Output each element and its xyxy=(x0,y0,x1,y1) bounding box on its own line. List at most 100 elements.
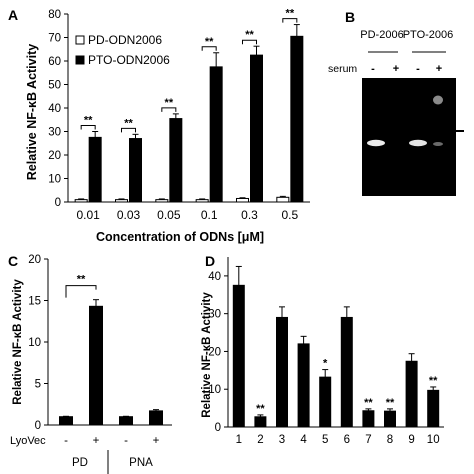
panel-a-x-tick-label: 0.5 xyxy=(281,208,298,222)
panel-a-pd-odn2006-bar xyxy=(115,199,128,203)
panel-c-y-tick-label: 0 xyxy=(35,420,41,432)
panel-a-pd-odn2006-bar xyxy=(195,199,209,203)
panel-a-legend: PD-ODN2006 PTO-ODN2006 xyxy=(75,33,170,67)
panel-d-significance-marker: ** xyxy=(429,375,438,387)
panel-a-significance-bracket xyxy=(242,39,257,45)
panel-d-y-tick-label: 40 xyxy=(208,271,221,283)
panel-d-significance-marker: * xyxy=(323,358,328,370)
panel-a-y-tick-label: 80 xyxy=(48,9,61,21)
gel-serum-label: serum xyxy=(328,63,357,75)
panel-a-y-tick-label: 30 xyxy=(48,127,61,139)
panel-a-y-axis-label: Relative NF-κB Activity xyxy=(25,44,39,180)
panel-a-pd-odn2006-bar xyxy=(236,197,249,203)
panel-a-pto-odn2006-bar xyxy=(169,118,183,203)
gel-serum-mark-2: + xyxy=(393,63,399,75)
panel-d-significance-marker: ** xyxy=(364,397,373,409)
panel-d-bar xyxy=(427,389,440,428)
panel-a-bar-chart: Relative NF-κB Activity Concentration of… xyxy=(25,8,310,244)
panel-d-x-tick-label: 6 xyxy=(344,434,350,446)
panel-c-y-tick-label: 5 xyxy=(35,379,41,391)
panel-a-x-tick-label: 0.05 xyxy=(157,208,181,222)
panel-c-y-axis-label: Relative NF-κB Activity xyxy=(12,279,24,405)
gel-band-lane-1 xyxy=(367,139,385,147)
panel-a-pto-odn2006-bar xyxy=(209,66,223,203)
panel-label-a: A xyxy=(8,7,18,23)
panel-a-pto-odn2006-bar xyxy=(88,136,102,203)
panel-a-significance-bracket xyxy=(201,46,217,51)
panel-d-bar xyxy=(232,284,245,428)
gel-band-lane-4-faint xyxy=(433,142,443,146)
panel-d-bar xyxy=(254,416,267,428)
gel-lane-group-pto: PTO-2006 xyxy=(403,29,454,41)
panel-a-y-tick-label: 10 xyxy=(48,174,61,186)
panel-d-bar xyxy=(362,410,375,428)
panel-d-bar xyxy=(319,376,332,428)
panel-d-x-tick-label: 7 xyxy=(365,434,371,446)
panel-a-x-axis-label: Concentration of ODNs [μM] xyxy=(96,230,264,244)
panel-a-pd-odn2006-bar xyxy=(155,199,169,203)
gel-band-lane-3 xyxy=(409,139,427,147)
panel-a-x-tick-label: 0.1 xyxy=(201,208,218,222)
panel-d-bar xyxy=(297,343,310,428)
panel-a-significance-bracket xyxy=(282,18,298,23)
panel-a-significance-bracket xyxy=(80,125,96,130)
panel-a-pto-odn2006-bar xyxy=(290,35,304,203)
panel-d-x-tick-label: 4 xyxy=(300,434,307,446)
panel-c-x-tick-label: + xyxy=(153,435,160,447)
panel-d-bar-chart: Relative NF-κB Activity 0 10 20 30 40 1 2 ** 3 4 5… xyxy=(201,257,444,446)
panel-d-y-tick-label: 30 xyxy=(208,309,221,321)
gel-band-lane-4-shifted xyxy=(433,95,443,105)
panel-c-y-tick-label: 20 xyxy=(28,254,41,266)
panel-c-bar xyxy=(89,305,103,426)
panel-a-y-tick-label: 20 xyxy=(48,150,61,162)
panel-c-bar xyxy=(149,410,163,426)
panel-a-pd-odn2006-bar xyxy=(276,196,290,203)
panel-c-bar xyxy=(119,416,133,426)
panel-a-y-tick-label: 70 xyxy=(48,33,61,45)
panel-c-y-tick-label: 10 xyxy=(28,337,41,349)
panel-a-pto-odn2006-bar xyxy=(250,54,263,203)
panel-d-x-tick-label: 5 xyxy=(322,434,328,446)
panel-c-significance-marker: ** xyxy=(77,274,86,286)
panel-a-y-tick-label: 50 xyxy=(48,80,61,92)
panel-d-y-tick-label: 20 xyxy=(208,346,221,358)
panel-a-significance-marker: ** xyxy=(165,97,174,109)
panel-c-x-tick-label: + xyxy=(93,435,100,447)
panel-c-y-tick-label: 15 xyxy=(28,296,41,308)
panel-label-c: C xyxy=(8,253,18,269)
panel-a-significance-marker: ** xyxy=(245,29,254,41)
panel-d-bar xyxy=(384,410,396,428)
legend-swatch-pd-odn2006 xyxy=(75,35,85,45)
legend-label-pto-odn2006: PTO-ODN2006 xyxy=(88,53,170,67)
panel-d-y-axis-label: Relative NF-κB Activity xyxy=(201,292,213,418)
panel-label-d: D xyxy=(205,253,215,269)
panel-a-significance-bracket xyxy=(161,107,177,112)
panel-a-x-tick-label: 0.3 xyxy=(241,208,258,222)
panel-a-significance-marker: ** xyxy=(124,117,133,129)
panel-d-x-tick-label: 8 xyxy=(387,434,393,446)
panel-d-significance-marker: ** xyxy=(386,397,395,409)
panel-d-y-tick-label: 0 xyxy=(215,422,221,434)
panel-d-x-tick-label: 2 xyxy=(257,434,263,446)
panel-b-gel: PD-2006 PTO-2006 serum - + - + xyxy=(328,29,464,196)
panel-c-x-tick-label: - xyxy=(124,435,128,447)
panel-d-bar xyxy=(276,316,288,428)
panel-a-y-tick-label: 60 xyxy=(48,56,61,68)
panel-d-x-tick-label: 1 xyxy=(236,434,242,446)
panel-d-bar xyxy=(340,316,353,428)
gel-serum-mark-3: - xyxy=(416,63,420,75)
panel-a-y-tick-label: 0 xyxy=(55,197,61,209)
panel-c-row-label: LyoVec xyxy=(10,435,46,447)
panel-c-group-label-pd: PD xyxy=(72,457,88,469)
panel-d-x-tick-label: 9 xyxy=(408,434,414,446)
panel-a-x-tick-label: 0.01 xyxy=(76,208,100,222)
panel-a-pd-odn2006-bar xyxy=(74,199,88,203)
panel-c-group-label-pna: PNA xyxy=(129,457,153,469)
panel-a-x-tick-label: 0.03 xyxy=(117,208,141,222)
gel-arrow xyxy=(447,126,464,136)
panel-d-significance-marker: ** xyxy=(256,403,265,415)
panel-c-x-tick-label: - xyxy=(64,435,68,447)
panel-a-significance-marker: ** xyxy=(205,36,214,48)
panel-a-y-tick-label: 40 xyxy=(48,103,61,115)
